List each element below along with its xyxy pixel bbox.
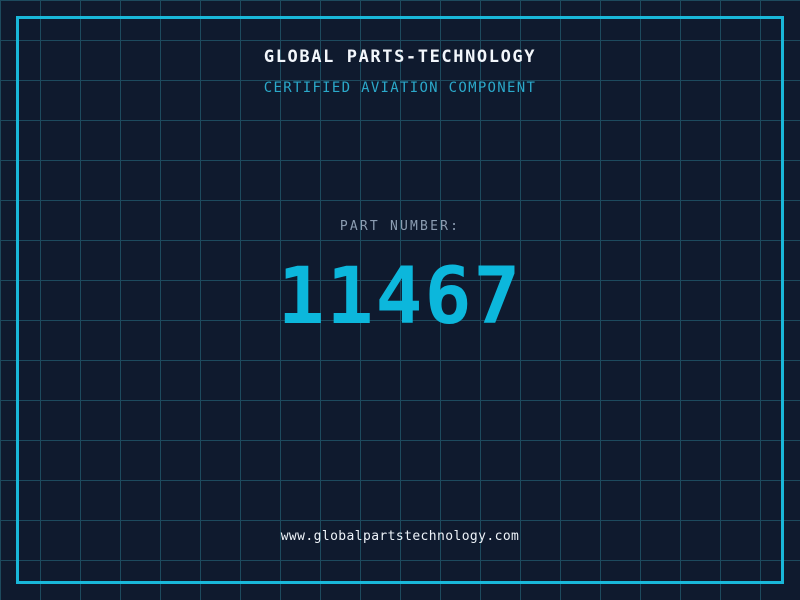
company-title: GLOBAL PARTS-TECHNOLOGY bbox=[263, 47, 537, 67]
website-url: www.globalpartstechnology.com bbox=[280, 529, 520, 544]
part-number-value: 11467 bbox=[277, 252, 523, 342]
part-number-label: PART NUMBER: bbox=[339, 219, 461, 234]
certification-subtitle: CERTIFIED AVIATION COMPONENT bbox=[263, 80, 537, 96]
